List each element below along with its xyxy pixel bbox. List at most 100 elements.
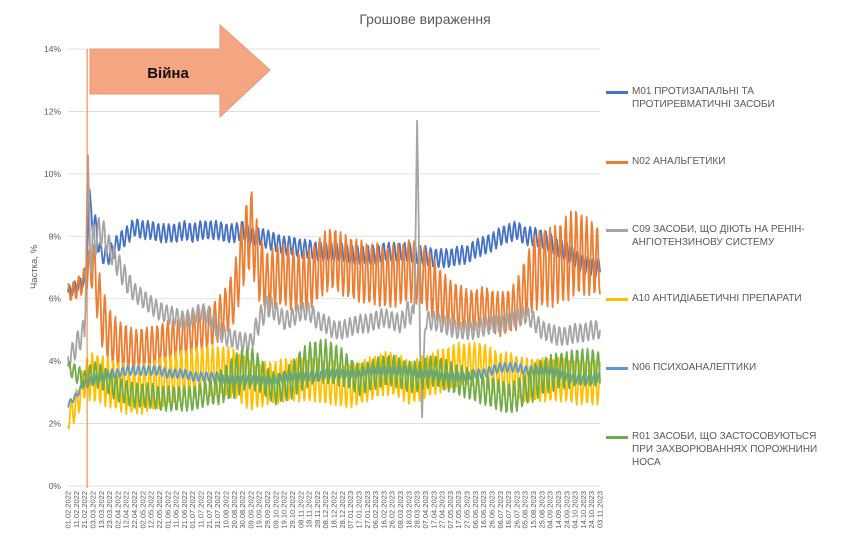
war-annotation: Війна [86,23,271,488]
legend-item-m01: M01 ПРОТИЗАПАЛЬНІ ТА ПРОТИРЕВМАТИЧНІ ЗАС… [606,85,837,111]
x-tick-label: 06.02.2023 [371,491,380,529]
x-tick-label: 06.06.2023 [471,491,480,529]
y-tick-label: 12% [44,106,61,116]
x-tick-label: 03.03.2022 [88,491,97,529]
legend-swatch [606,91,628,94]
x-tick-label: 01.06.2022 [163,491,172,529]
x-tick-label: 03.11.2023 [596,491,605,528]
y-tick-label: 10% [44,169,61,179]
x-tick-label: 04.10.2023 [571,491,580,529]
x-tick-label: 04.09.2023 [546,491,555,529]
x-tick-label: 28.12.2022 [338,491,347,529]
x-tick-label: 15.08.2023 [529,491,538,529]
legend: M01 ПРОТИЗАПАЛЬНІ ТА ПРОТИРЕВМАТИЧНІ ЗАС… [606,0,846,543]
x-tick-label: 07.01.2023 [346,491,355,529]
x-tick-label: 11.06.2022 [172,491,181,528]
series-line-c09 [67,119,601,419]
x-tick-label: 10.08.2022 [221,491,230,529]
legend-swatch [606,229,628,232]
x-tick-label: 26.07.2023 [512,491,521,529]
x-tick-label: 08.03.2023 [396,491,405,529]
y-tick-label: 2% [49,419,62,429]
x-tick-label: 07.05.2023 [446,491,455,529]
legend-label: N02 АНАЛЬГЕТИКИ [632,156,726,167]
x-tick-label: 11.02.2022 [72,491,81,528]
x-tick-label: 05.08.2023 [521,491,530,529]
series-line-n02 [67,191,601,375]
x-tick-label: 16.06.2023 [479,491,488,529]
y-axis-label: Частка, % [29,244,40,289]
x-tick-label: 20.08.2022 [230,491,239,529]
x-tick-label: 01.07.2022 [188,491,197,529]
war-arrow [89,23,271,119]
y-tick-label: 0% [49,481,62,491]
chart-title: Грошове вираження [359,11,490,27]
legend-item-n06: N06 ПСИХОАНАЛЕПТИКИ [606,361,837,374]
x-tick-label: 24.10.2023 [587,491,596,529]
x-tick-label: 18.03.2023 [404,491,413,529]
legend-item-r01: R01 ЗАСОБИ, ЩО ЗАСТОСОВУЮТЬСЯ ПРИ ЗАХВОР… [606,430,837,469]
x-tick-label: 19.10.2022 [280,491,289,529]
series-line-r01 [67,338,601,414]
legend-swatch [606,367,628,370]
legend-swatch [606,436,628,439]
x-tick-label: 19.09.2022 [255,491,264,529]
x-tick-label: 25.08.2023 [537,491,546,529]
x-tick-label: 21.06.2022 [180,491,189,529]
x-tick-label: 23.03.2022 [105,491,114,529]
x-tick-label: 22.05.2022 [155,491,164,529]
x-tick-label: 21.02.2022 [80,491,89,529]
x-tick-label: 14.09.2023 [554,491,563,529]
legend-label: A10 АНТИДІАБЕТИЧНІ ПРЕПАРАТИ [632,293,802,304]
y-tick-label: 8% [49,231,62,241]
legend-item-a10: A10 АНТИДІАБЕТИЧНІ ПРЕПАРАТИ [606,292,837,305]
war-label: Війна [147,65,189,82]
x-tick-label: 12.04.2022 [122,491,131,529]
x-tick-label: 13.03.2022 [97,491,106,529]
x-tick-label: 02.04.2022 [113,491,122,529]
x-tick-label: 29.10.2022 [288,491,297,529]
x-tick-label: 29.09.2022 [263,491,272,529]
legend-label: N06 ПСИХОАНАЛЕПТИКИ [632,362,757,373]
x-axis: 01.02.2022 11.02.2022 21.02.2022 03.03.2022… [64,491,605,529]
x-tick-label: 12.05.2022 [147,491,156,529]
x-tick-label: 31.07.2022 [213,491,222,529]
x-tick-label: 17.01.2023 [354,491,363,529]
x-tick-label: 17.05.2023 [454,491,463,529]
x-tick-label: 22.04.2022 [130,491,139,529]
x-tick-label: 27.04.2023 [438,491,447,529]
legend-item-n02: N02 АНАЛЬГЕТИКИ [606,155,837,168]
x-tick-label: 02.05.2022 [138,491,147,529]
x-tick-label: 27.01.2023 [363,491,372,529]
x-tick-label: 07.04.2023 [421,491,430,529]
x-tick-label: 06.07.2023 [496,491,505,529]
legend-label: M01 ПРОТИЗАПАЛЬНІ ТА ПРОТИРЕВМАТИЧНІ ЗАС… [632,86,775,110]
x-tick-label: 28.03.2023 [413,491,422,529]
x-tick-label: 09.09.2022 [246,491,255,529]
legend-label: R01 ЗАСОБИ, ЩО ЗАСТОСОВУЮТЬСЯ ПРИ ЗАХВОР… [632,431,818,468]
legend-label: C09 ЗАСОБИ, ЩО ДІЮТЬ НА РЕНІН-АНГІОТЕНЗИ… [632,224,805,248]
x-tick-label: 27.05.2023 [463,491,472,529]
series-lines [67,119,601,430]
x-tick-label: 26.06.2023 [487,491,496,529]
x-tick-label: 24.09.2023 [562,491,571,529]
legend-swatch [606,161,628,164]
x-tick-label: 21.07.2022 [205,491,214,529]
legend-swatch [606,298,628,301]
y-tick-label: 14% [44,44,61,54]
x-tick-label: 18.11.2022 [305,491,314,528]
x-tick-label: 14.10.2023 [579,491,588,529]
x-tick-label: 30.08.2022 [238,491,247,529]
x-tick-label: 28.11.2022 [313,491,322,528]
x-tick-label: 08.11.2022 [296,491,305,528]
legend-item-c09: C09 ЗАСОБИ, ЩО ДІЮТЬ НА РЕНІН-АНГІОТЕНЗИ… [606,223,837,249]
y-tick-label: 6% [49,294,62,304]
x-tick-label: 17.04.2023 [429,491,438,529]
x-tick-label: 11.07.2022 [197,491,206,528]
x-tick-label: 08.12.2022 [321,491,330,529]
x-tick-label: 09.10.2022 [271,491,280,529]
y-tick-label: 4% [49,356,62,366]
x-tick-label: 26.02.2023 [388,491,397,529]
x-tick-label: 01.02.2022 [64,491,73,529]
